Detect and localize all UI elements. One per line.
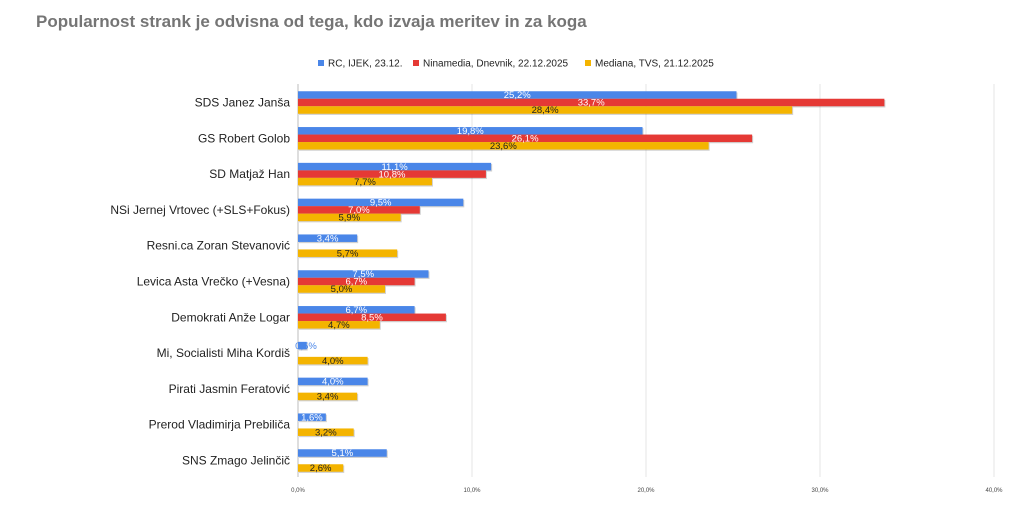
category-label: Resni.ca Zoran Stevanović — [147, 239, 290, 253]
chart-title: Popularnost strank je odvisna od tega, k… — [36, 12, 587, 31]
x-tick-label: 20,0% — [637, 488, 655, 494]
data-label: 8,5% — [361, 312, 383, 323]
bar — [298, 91, 737, 99]
category-label: Prerod Vladimirja Prebiliča — [149, 418, 291, 432]
bar — [298, 285, 385, 293]
bar — [298, 464, 344, 472]
data-label: 10,8% — [378, 169, 405, 180]
x-axis-ticks: 0,0% 10,0% 20,0% 30,0% 40,0% — [291, 488, 1003, 494]
data-label: 0,5% — [295, 341, 317, 352]
bar — [298, 177, 432, 186]
bar — [298, 170, 486, 178]
bar — [298, 313, 446, 322]
legend-swatch — [413, 60, 419, 66]
legend-label: Ninamedia, Dnevnik, 22.12.2025 — [423, 59, 569, 70]
legend-label: Mediana, TVS, 21.12.2025 — [595, 59, 714, 70]
bar — [298, 142, 709, 150]
bar — [298, 413, 326, 421]
data-label: 2,6% — [310, 463, 332, 474]
category-label: Levica Asta Vrečko (+Vesna) — [137, 275, 290, 289]
data-label: 33,7% — [578, 98, 605, 109]
bar — [298, 213, 401, 222]
bar — [298, 206, 420, 214]
x-tick-label: 40,0% — [985, 488, 1003, 494]
bar — [298, 341, 307, 350]
bar — [298, 106, 793, 114]
data-label: 3,2% — [315, 427, 337, 438]
data-label: 4,0% — [322, 356, 344, 367]
x-tick-label: 10,0% — [463, 488, 481, 494]
legend-swatch — [318, 60, 324, 66]
legend: RC, IJEK, 23.12. Ninamedia, Dnevnik, 22.1… — [318, 59, 714, 70]
data-labels: 25,2% 33,7% 28,4% 19,8% 26,1%23,6% 11,1%10,8%… — [295, 90, 605, 474]
category-label: NSi Jernej Vrtovec (+SLS+Fokus) — [110, 203, 290, 217]
x-tick-label: 0,0% — [291, 488, 305, 494]
bar — [298, 306, 415, 314]
bar — [298, 127, 643, 135]
bar — [298, 392, 358, 401]
data-label: 3,4% — [317, 233, 339, 244]
bar — [298, 277, 415, 286]
data-label: 5,9% — [339, 213, 361, 224]
bar — [298, 270, 429, 278]
data-label: 25,2% — [504, 90, 531, 101]
category-label: Mi, Socialisti Miha Kordiš — [157, 346, 290, 360]
bar — [298, 98, 885, 107]
bar — [298, 249, 398, 257]
data-label: 4,7% — [328, 320, 350, 331]
data-label: 28,4% — [532, 105, 559, 116]
data-label: 5,0% — [331, 284, 353, 295]
data-label: 3,4% — [317, 392, 339, 403]
category-label: GS Robert Golob — [198, 131, 290, 145]
bar — [298, 162, 492, 171]
legend-label: RC, IJEK, 23.12. — [328, 59, 402, 70]
category-label: Demokrati Anže Logar — [171, 310, 290, 324]
bars — [298, 91, 886, 473]
data-label: 7,0% — [348, 205, 370, 216]
data-label: 5,7% — [337, 248, 359, 259]
category-label: SD Matjaž Han — [209, 167, 290, 181]
data-label: 7,7% — [354, 177, 376, 188]
x-tick-label: 30,0% — [811, 488, 829, 494]
data-label: 6,7% — [345, 305, 367, 316]
data-label: 1,6% — [301, 412, 323, 423]
data-label: 5,1% — [332, 448, 354, 459]
bar — [298, 428, 354, 436]
data-label: 26,1% — [512, 133, 539, 144]
data-label: 6,7% — [345, 277, 367, 288]
bar — [298, 449, 387, 457]
bar — [298, 234, 358, 242]
bar — [298, 356, 368, 365]
category-label: Pirati Jasmin Feratović — [169, 382, 290, 396]
data-label: 23,6% — [490, 141, 517, 152]
data-label: 19,8% — [457, 126, 484, 137]
bar — [298, 134, 753, 143]
category-label: SNS Zmago Jelinčič — [182, 454, 290, 468]
data-label: 9,5% — [370, 198, 392, 209]
legend-swatch — [585, 60, 591, 66]
category-labels: SDS Janez Janša GS Robert Golob SD Matjaž … — [110, 96, 290, 468]
bar — [298, 198, 464, 207]
category-label: SDS Janez Janša — [195, 96, 291, 110]
bar — [298, 377, 368, 386]
bar — [298, 321, 380, 329]
data-label: 7,5% — [352, 269, 374, 280]
data-label: 4,0% — [322, 377, 344, 388]
data-label: 11,1% — [381, 162, 408, 173]
